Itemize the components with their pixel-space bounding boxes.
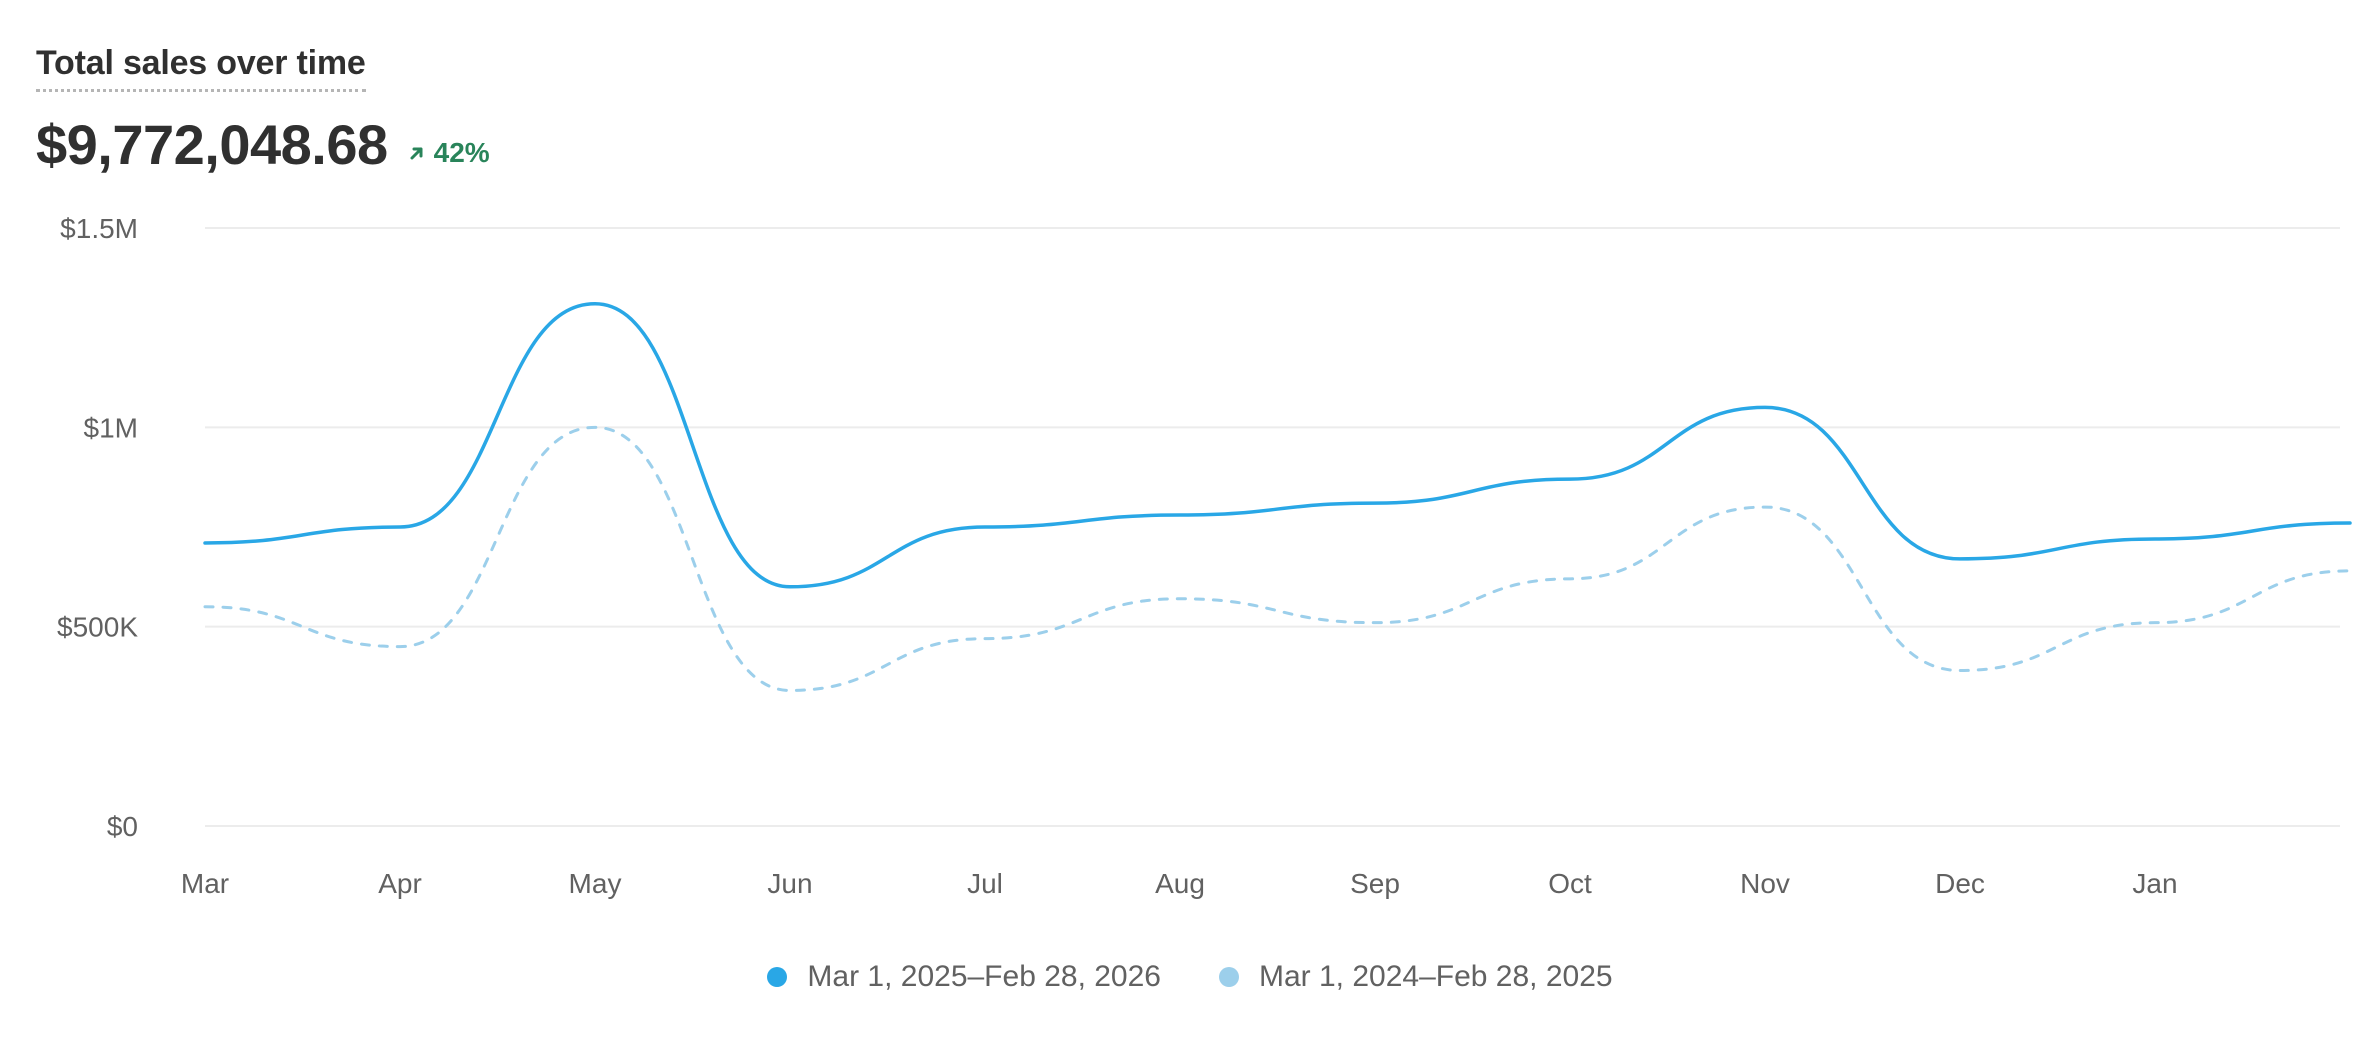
x-tick-label-nov: Nov xyxy=(1740,868,1790,899)
legend-item-previous[interactable]: Mar 1, 2024–Feb 28, 2025 xyxy=(1219,960,1613,994)
legend-item-current[interactable]: Mar 1, 2025–Feb 28, 2026 xyxy=(767,960,1161,994)
y-tick-label-2: $1M xyxy=(84,412,138,443)
change-badge: 42% xyxy=(406,137,490,169)
y-tick-label-3: $1.5M xyxy=(60,213,138,244)
series-line-current xyxy=(203,301,2352,589)
change-percent: 42% xyxy=(433,137,490,168)
legend-label-previous: Mar 1, 2024–Feb 28, 2025 xyxy=(1259,960,1613,993)
chart-legend: Mar 1, 2025–Feb 28, 2026 Mar 1, 2024–Feb… xyxy=(0,960,2380,994)
x-tick-label-jul: Jul xyxy=(967,868,1003,899)
y-tick-label-1: $500K xyxy=(57,612,138,643)
x-tick-label-may: May xyxy=(569,868,622,899)
x-tick-label-sep: Sep xyxy=(1350,868,1400,899)
legend-label-current: Mar 1, 2025–Feb 28, 2026 xyxy=(807,960,1161,993)
x-tick-label-dec: Dec xyxy=(1935,868,1985,899)
total-row: $9,772,048.68 42% xyxy=(36,112,490,177)
y-tick-label-0: $0 xyxy=(107,811,138,842)
legend-dot-previous xyxy=(1219,967,1239,987)
total-sales-value: $9,772,048.68 xyxy=(36,113,388,176)
legend-dot-current xyxy=(767,967,788,987)
line-chart: $0 $500K $1M $1.5M Mar Apr May Jun Jul Aug Sep Oct N… xyxy=(57,213,2352,899)
x-tick-label-apr: Apr xyxy=(378,868,422,899)
series-line-previous xyxy=(203,425,2352,692)
x-tick-label-jun: Jun xyxy=(767,868,812,899)
x-tick-label-jan: Jan xyxy=(2132,868,2177,899)
x-tick-label-mar: Mar xyxy=(181,868,229,899)
x-tick-label-aug: Aug xyxy=(1155,868,1205,899)
chart-title[interactable]: Total sales over time xyxy=(36,44,366,92)
x-tick-label-oct: Oct xyxy=(1548,868,1592,899)
arrow-up-right-icon xyxy=(410,147,423,160)
